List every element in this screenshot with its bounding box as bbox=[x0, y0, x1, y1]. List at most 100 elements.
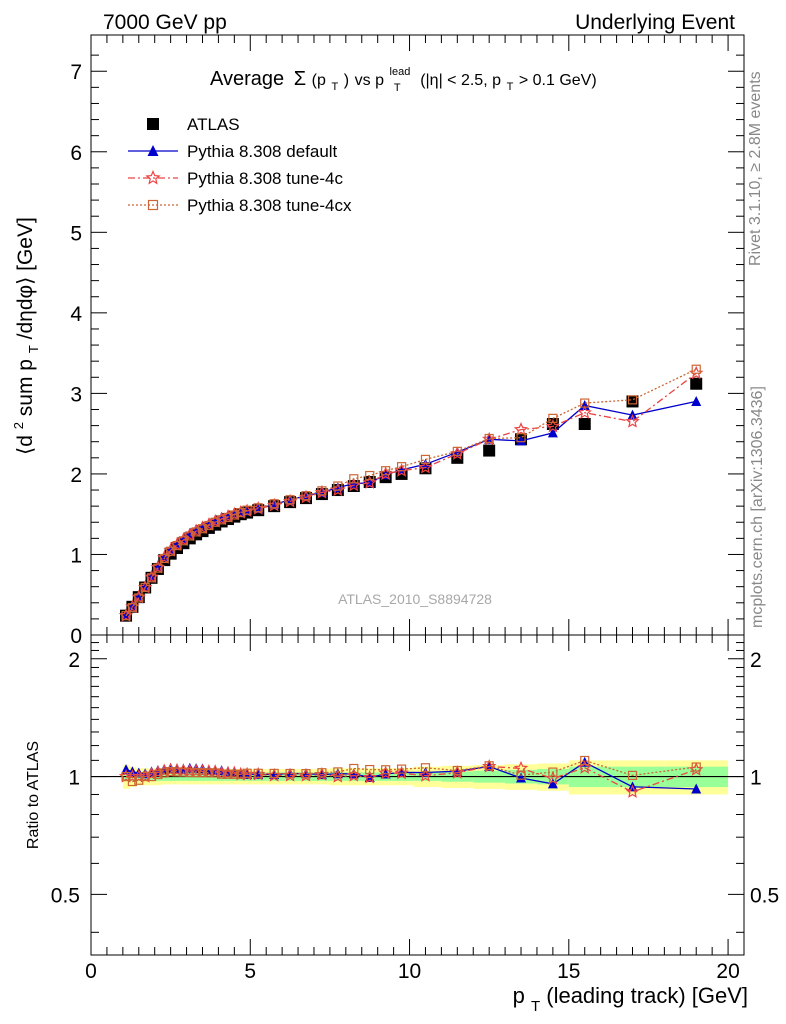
series-3 bbox=[121, 364, 701, 621]
data-point bbox=[690, 377, 703, 390]
legend-marker bbox=[147, 118, 159, 130]
legend-label: ATLAS bbox=[187, 115, 240, 134]
data-point bbox=[217, 515, 227, 525]
ratio-point bbox=[127, 776, 138, 787]
ratio-point bbox=[333, 767, 343, 777]
ratio-ticks bbox=[90, 635, 745, 955]
ratio-point bbox=[547, 778, 558, 789]
data-point bbox=[121, 611, 131, 621]
rivet-version-label: Rivet 3.1.10, ≥ 2.8M events bbox=[747, 71, 764, 266]
ratio-point bbox=[452, 765, 462, 776]
data-point bbox=[166, 546, 176, 556]
data-point bbox=[691, 395, 702, 406]
ratio-point bbox=[285, 768, 295, 779]
y-tick-label: 3 bbox=[70, 383, 82, 406]
ratio-point bbox=[484, 761, 494, 771]
x-axis-label: p T (leading track) [GeV] bbox=[513, 983, 748, 1016]
ratio-y-tick-label-right: 2 bbox=[750, 649, 762, 672]
y-tick-label: 2 bbox=[70, 464, 82, 487]
data-point bbox=[452, 446, 462, 456]
ylabel-sup: 2 bbox=[11, 422, 26, 429]
ratio-point bbox=[418, 768, 433, 782]
series-1 bbox=[121, 395, 702, 620]
x-tick-labels: 0 5 10 15 20 bbox=[85, 960, 740, 983]
ylabel-mid: sum p bbox=[14, 359, 37, 416]
ratio-panel: 0.5 0.5 1 1 2 2 0 5 10 15 20 Ratio to ATLAS p T (… bbox=[25, 634, 779, 1016]
data-point bbox=[204, 520, 214, 531]
ratio-point bbox=[140, 771, 150, 782]
title-paren-close: ) bbox=[344, 72, 349, 89]
ratio-point bbox=[577, 760, 592, 774]
data-point bbox=[691, 364, 701, 374]
ratio-point bbox=[381, 765, 391, 775]
ratio-point bbox=[229, 769, 239, 779]
data-point bbox=[253, 503, 263, 513]
ratio-point bbox=[159, 768, 169, 778]
legend: ATLAS Pythia 8.308 default Pythia 8.308 tu… bbox=[128, 115, 352, 215]
y-tick-label: 7 bbox=[70, 61, 82, 84]
title-cut: (|η| < 2.5, p bbox=[420, 72, 501, 89]
data-point bbox=[285, 495, 295, 505]
data-point bbox=[365, 470, 375, 481]
legend-label: Pythia 8.308 tune-4c bbox=[187, 169, 343, 188]
y-tick-label: 1 bbox=[70, 544, 82, 567]
legend-item-2: Pythia 8.308 tune-4c bbox=[128, 169, 343, 188]
title-cut-end: > 0.1 GeV) bbox=[519, 72, 597, 89]
data-point bbox=[172, 541, 182, 551]
series-line-1 bbox=[125, 400, 697, 616]
data-point bbox=[483, 444, 496, 457]
ratio-point bbox=[627, 770, 638, 780]
data-point bbox=[545, 418, 561, 433]
ratio-point bbox=[210, 768, 220, 778]
ylabel-open: ⟨d bbox=[14, 435, 37, 455]
main-ticks bbox=[90, 35, 745, 636]
header-left: 7000 GeV pp bbox=[103, 11, 227, 34]
ratio-point bbox=[197, 768, 208, 778]
data-point bbox=[134, 593, 144, 603]
legend-item-1: Pythia 8.308 default bbox=[128, 142, 338, 161]
ratio-y-tick-label-right: 0.5 bbox=[750, 884, 779, 907]
ratio-marks bbox=[91, 755, 744, 798]
data-point bbox=[146, 573, 157, 583]
ratio-series-3 bbox=[121, 755, 701, 787]
series-0 bbox=[120, 377, 703, 622]
series-line-3 bbox=[125, 368, 697, 617]
ratio-point bbox=[269, 768, 279, 779]
legend-marker bbox=[145, 169, 161, 185]
ratio-point bbox=[625, 784, 640, 798]
title-sigma: Σ bbox=[294, 68, 306, 90]
main-y-tick-labels: 0 1 2 3 4 5 6 7 bbox=[70, 61, 82, 648]
ratio-point bbox=[121, 771, 131, 782]
legend-marker bbox=[147, 145, 159, 156]
main-title: Average Σ (p T ) vs p lead T (|η| < 2.5,… bbox=[210, 58, 597, 96]
data-point bbox=[140, 582, 150, 593]
x-tick-label: 0 bbox=[85, 960, 97, 983]
data-point bbox=[547, 427, 558, 438]
ratio-point bbox=[236, 769, 246, 779]
data-point bbox=[626, 395, 639, 408]
data-point bbox=[580, 398, 590, 408]
main-y-axis-label: ⟨d 2 sum p T /dηdφ⟩ [GeV] bbox=[5, 217, 43, 455]
ratio-point bbox=[191, 767, 201, 778]
data-point bbox=[269, 499, 279, 509]
data-point bbox=[516, 435, 527, 446]
ratio-point bbox=[146, 771, 157, 782]
data-point bbox=[349, 474, 359, 484]
title-average: Average bbox=[210, 68, 284, 90]
ratio-point bbox=[121, 764, 132, 775]
data-point bbox=[362, 475, 377, 489]
data-point bbox=[484, 433, 494, 444]
data-point bbox=[420, 454, 431, 465]
ratio-y-axis-label: Ratio to ATLAS bbox=[25, 741, 42, 849]
legend-item-0: ATLAS bbox=[147, 115, 240, 134]
data-point bbox=[317, 486, 327, 496]
y-tick-label: 6 bbox=[70, 142, 82, 165]
ratio-point bbox=[242, 768, 252, 778]
data-point bbox=[577, 405, 592, 419]
ratio-point bbox=[346, 768, 361, 782]
data-point bbox=[197, 524, 208, 534]
ratio-y-tick-label: 1 bbox=[68, 767, 80, 790]
series-line-2 bbox=[125, 372, 697, 617]
ratio-point bbox=[420, 763, 431, 773]
data-point bbox=[178, 536, 188, 546]
